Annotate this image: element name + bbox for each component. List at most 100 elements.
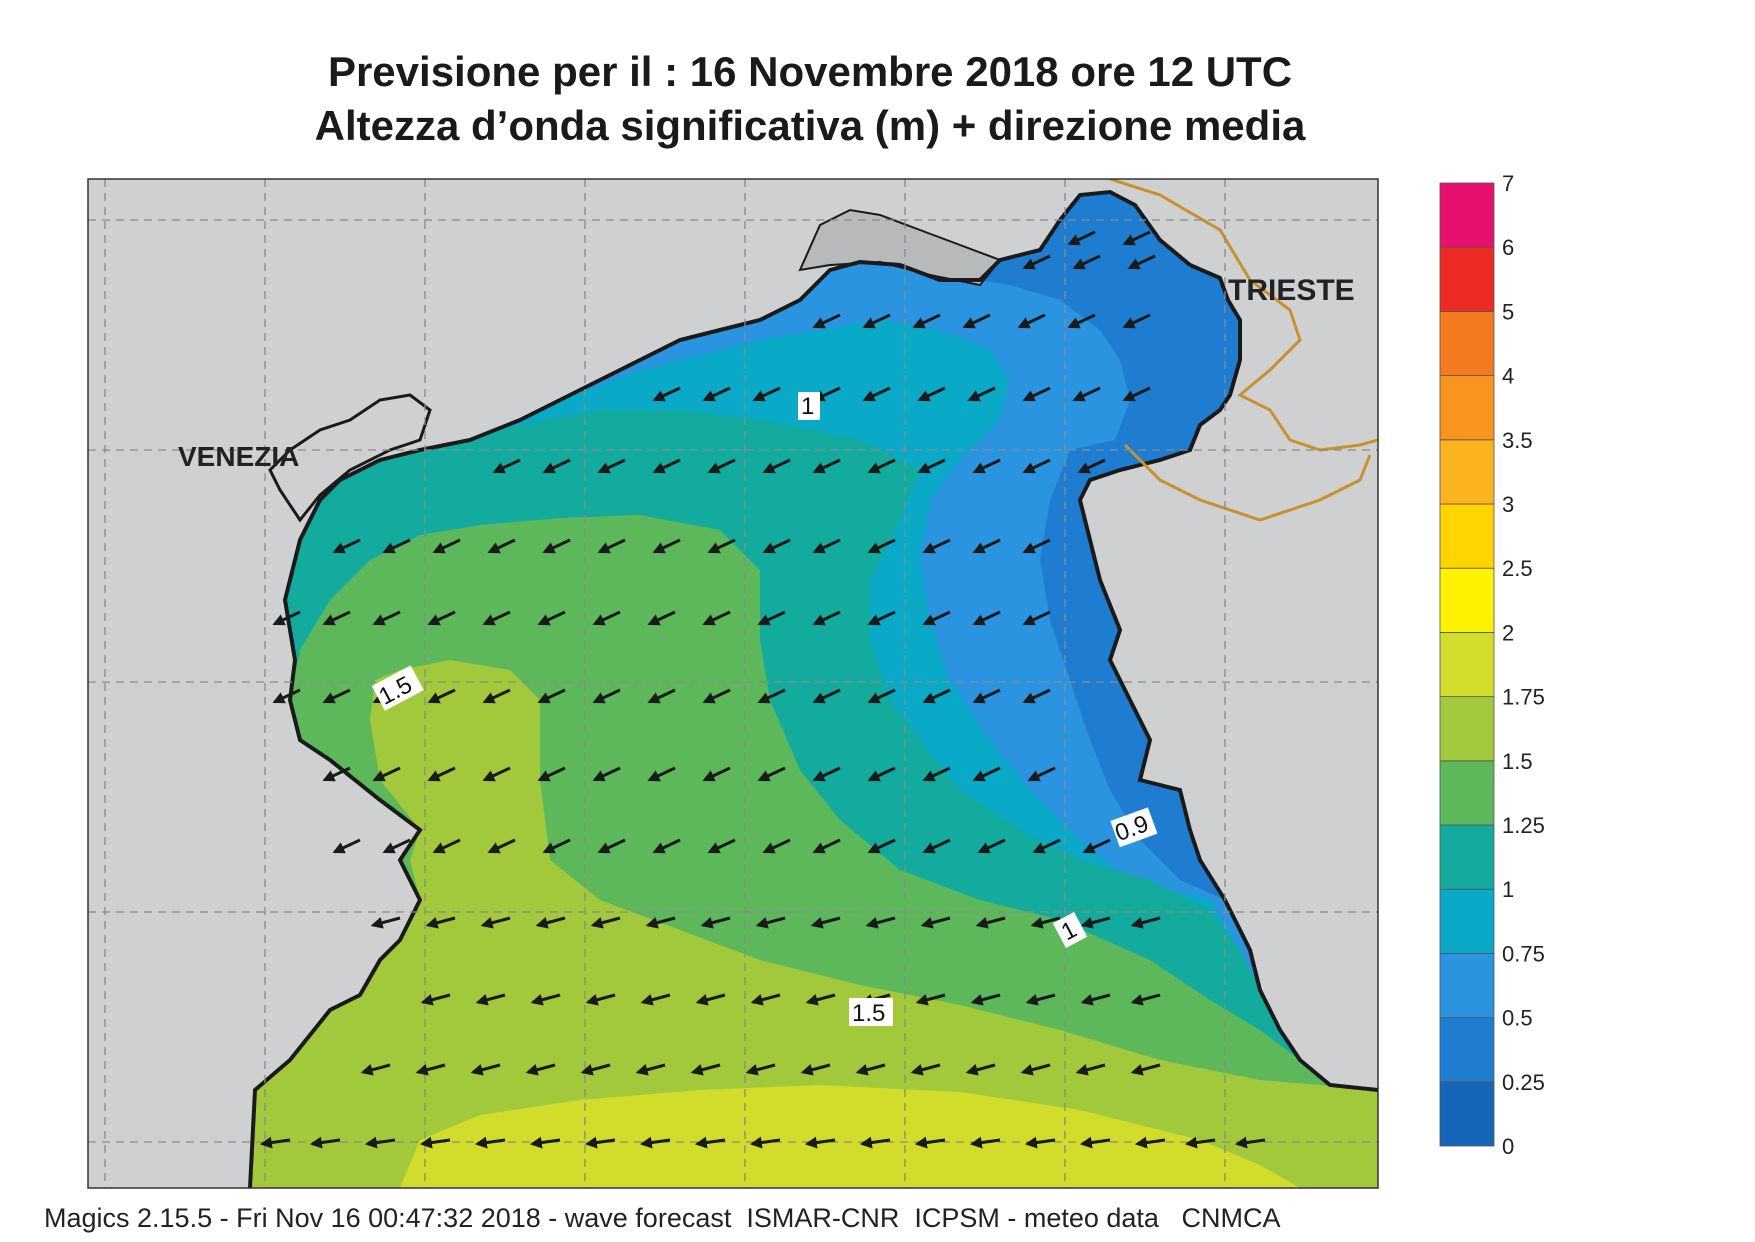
wave-arrow (707, 838, 736, 854)
wave-arrow (1122, 313, 1151, 329)
wave-arrow (862, 313, 891, 329)
wave-arrow (360, 1063, 391, 1076)
wave-arrow (1022, 688, 1051, 704)
wave-arrow (590, 916, 621, 929)
wave-arrow (525, 1063, 556, 1076)
wave-arrow (475, 993, 506, 1006)
legend-tick-label: 5 (1502, 299, 1514, 324)
wave-arrow (597, 838, 626, 854)
legend-tick-label: 0.5 (1502, 1006, 1533, 1031)
wave-arrow (972, 538, 1001, 554)
legend-tick-label: 7 (1502, 171, 1514, 196)
wave-arrow (640, 993, 671, 1006)
wave-arrow (1067, 230, 1096, 246)
wave-arrow (962, 313, 991, 329)
legend-swatch (1439, 1017, 1495, 1083)
wave-arrow (867, 688, 896, 704)
wave-arrow (322, 766, 351, 782)
wave-arrow (757, 766, 786, 782)
wave-arrow (592, 610, 621, 626)
legend-swatch (1439, 375, 1495, 441)
wave-arrow (487, 838, 516, 854)
legend-tick-label: 1.75 (1502, 685, 1545, 710)
legend-tick-label: 2.5 (1502, 556, 1533, 581)
wave-arrow (702, 386, 731, 402)
wave-arrow (1022, 254, 1051, 270)
contour-label-1b: 1 (1052, 912, 1088, 948)
wave-arrow (652, 538, 681, 554)
wave-arrow (482, 610, 511, 626)
legend-tick-label: 6 (1502, 235, 1514, 260)
wave-arrow (382, 538, 411, 554)
wave-arrow (867, 766, 896, 782)
wave-arrow (707, 458, 736, 474)
wave-arrow (309, 1136, 341, 1149)
wave-arrow (480, 916, 511, 929)
wave-arrow (1067, 313, 1096, 329)
wave-arrow (530, 993, 561, 1006)
band-2 (400, 1085, 1300, 1188)
wave-arrow (1080, 916, 1111, 929)
footer-credits: Magics 2.15.5 - Fri Nov 16 00:47:32 2018… (44, 1203, 1281, 1233)
wave-arrow (1017, 313, 1046, 329)
wave-arrow (487, 538, 516, 554)
wave-arrow (420, 993, 451, 1006)
wave-arrow (912, 313, 941, 329)
wave-arrow (1080, 993, 1111, 1006)
wave-arrow (474, 1136, 506, 1149)
wave-arrow (1072, 254, 1101, 270)
wave-arrow (537, 610, 566, 626)
wave-arrow (812, 688, 841, 704)
wave-arrow (762, 538, 791, 554)
wave-arrow (745, 1063, 776, 1076)
wave-arrow (972, 766, 1001, 782)
svg-text:1.5: 1.5 (852, 1000, 885, 1027)
wave-arrow (470, 1063, 501, 1076)
wave-arrow (647, 688, 676, 704)
wave-arrow (427, 610, 456, 626)
wave-arrow (922, 610, 951, 626)
wave-arrow (652, 386, 681, 402)
contour-label-1a: 1 (798, 392, 820, 420)
legend-swatch (1439, 888, 1495, 954)
wave-arrow (750, 993, 781, 1006)
wave-arrow (917, 458, 946, 474)
wave-arrow (1122, 386, 1151, 402)
wave-arrow (635, 1063, 666, 1076)
wave-arrow (492, 458, 521, 474)
wave-arrow (915, 993, 946, 1006)
wave-arrow (762, 458, 791, 474)
wave-arrow (332, 838, 361, 854)
wave-arrow (364, 1136, 396, 1149)
wave-arrow (259, 1136, 291, 1149)
svg-text:1: 1 (801, 393, 814, 420)
wave-arrow (432, 538, 461, 554)
wave-arrow (1075, 1063, 1106, 1076)
wave-arrow (372, 766, 401, 782)
wave-arrow (702, 610, 731, 626)
wave-arrow (757, 688, 786, 704)
wave-arrow (812, 538, 841, 554)
wave-arrow (762, 838, 791, 854)
wave-arrow (867, 538, 896, 554)
legend-swatch (1439, 760, 1495, 826)
wave-arrow (1024, 1136, 1056, 1149)
wave-arrow (1127, 254, 1156, 270)
wave-arrow (419, 1136, 451, 1149)
wave-arrow (1030, 916, 1061, 929)
wave-arrow (542, 538, 571, 554)
legend-tick-label: 3.5 (1502, 428, 1533, 453)
wave-arrow (972, 688, 1001, 704)
wave-arrow (1130, 916, 1161, 929)
wave-arrow (332, 538, 361, 554)
wave-arrow (537, 688, 566, 704)
wave-arrow (652, 458, 681, 474)
wave-arrow (969, 1136, 1001, 1149)
legend-tick-label: 1 (1502, 877, 1514, 902)
wave-arrow (970, 993, 1001, 1006)
wave-arrow (859, 1136, 891, 1149)
wave-arrow (922, 766, 951, 782)
wave-arrow (865, 916, 896, 929)
wave-arrow (537, 766, 566, 782)
